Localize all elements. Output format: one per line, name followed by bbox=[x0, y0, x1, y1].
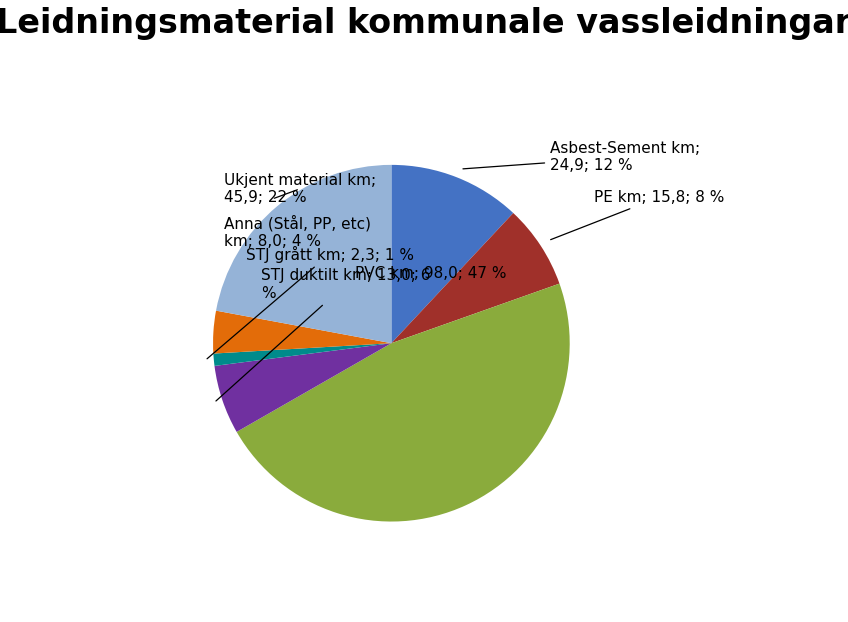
Text: STJ grått km; 2,3; 1 %: STJ grått km; 2,3; 1 % bbox=[207, 246, 414, 359]
Text: Anna (Stål, PP, etc)
km; 8,0; 4 %: Anna (Stål, PP, etc) km; 8,0; 4 % bbox=[224, 215, 371, 249]
Wedge shape bbox=[214, 343, 392, 366]
Text: Asbest-Sement km;
24,9; 12 %: Asbest-Sement km; 24,9; 12 % bbox=[463, 141, 700, 174]
Text: Ukjent material km;
45,9; 22 %: Ukjent material km; 45,9; 22 % bbox=[224, 172, 376, 205]
Wedge shape bbox=[216, 165, 392, 343]
Wedge shape bbox=[215, 343, 392, 432]
Text: PE km; 15,8; 8 %: PE km; 15,8; 8 % bbox=[550, 190, 724, 239]
Wedge shape bbox=[392, 165, 513, 343]
Wedge shape bbox=[237, 284, 570, 521]
Wedge shape bbox=[213, 310, 392, 353]
Text: PVC km; 98,0; 47 %: PVC km; 98,0; 47 % bbox=[354, 266, 506, 281]
Wedge shape bbox=[392, 213, 560, 343]
Text: STJ duktilt km; 13,0; 6
%: STJ duktilt km; 13,0; 6 % bbox=[216, 268, 431, 401]
Title: Leidningsmaterial kommunale vassleidningar: Leidningsmaterial kommunale vassleidning… bbox=[0, 7, 848, 40]
